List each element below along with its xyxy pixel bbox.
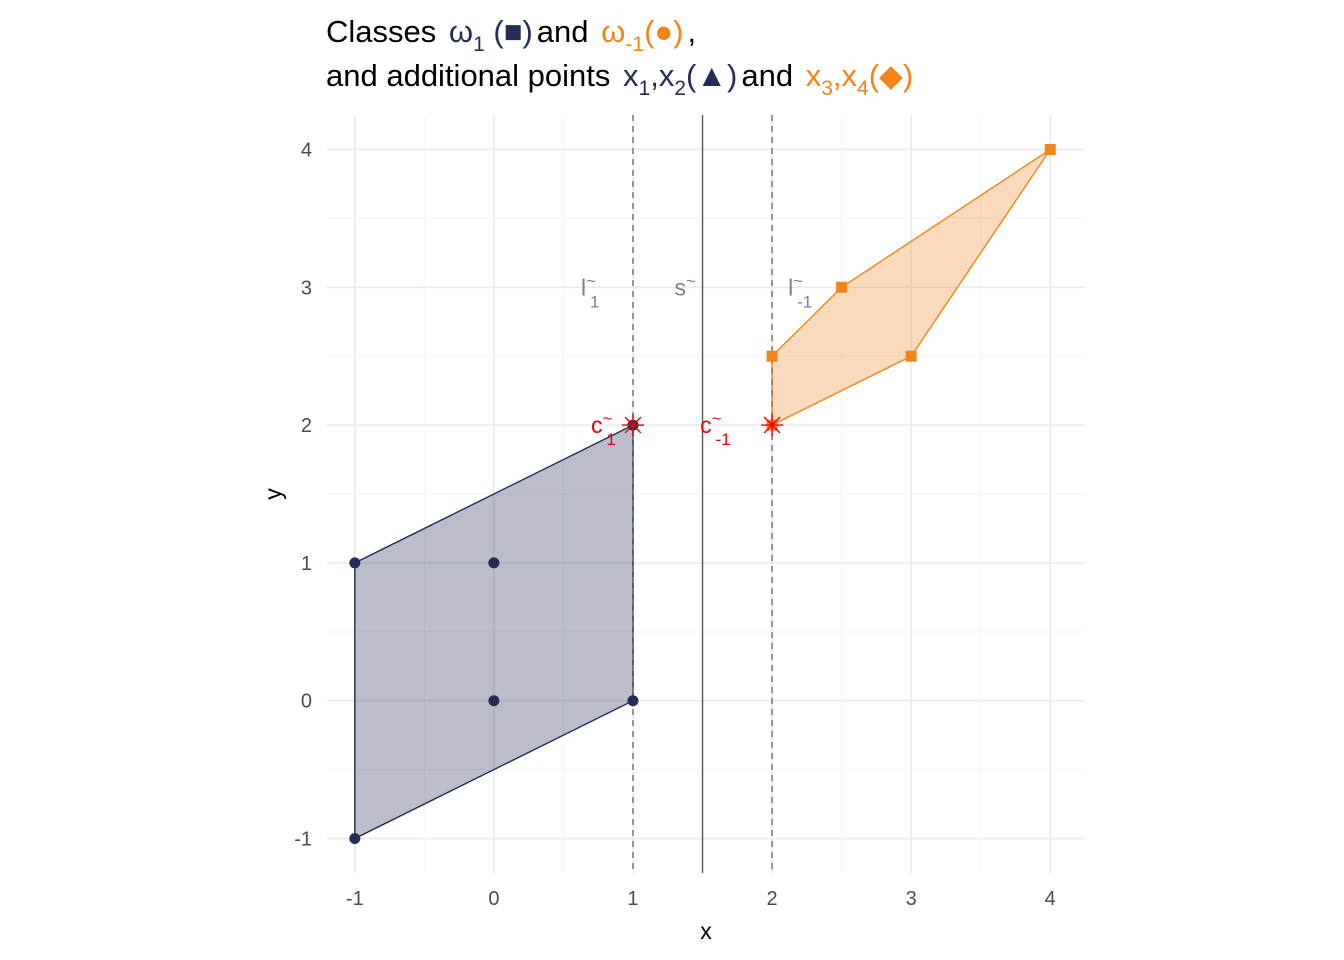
title-p2: x [658, 58, 675, 93]
title-line2-and: and [741, 58, 794, 93]
x-tick-label: 3 [906, 888, 917, 910]
x-axis-label: x [700, 918, 712, 944]
title-p4-subscript: 4 [857, 77, 869, 100]
title-line-1: Classes ω1 (■) and ω-1(●), [326, 10, 1326, 55]
x-tick-label: 1 [627, 888, 638, 910]
title-p3-subscript: 3 [821, 77, 833, 100]
title-class1-marker: (■) [493, 14, 533, 49]
title-p12-marker: (▲) [686, 58, 738, 93]
data-point [349, 833, 361, 845]
title-p1: x [623, 58, 639, 93]
title-p-comma: , [650, 58, 659, 93]
data-point [766, 350, 778, 362]
class-centers [621, 414, 784, 437]
title-line-2: and additional points x1,x2(▲) and x3,x4(… [326, 54, 1326, 99]
title-p-comma2: , [832, 58, 842, 93]
data-point [627, 695, 639, 707]
x-tick-label: 0 [488, 888, 499, 910]
center-label: c~ -1 [700, 409, 731, 449]
boundary-label: s~ [675, 271, 697, 300]
center-marker [621, 414, 644, 437]
data-point [836, 281, 848, 293]
tick-labels: -1 0 1 2 3 4 -1 0 1 2 3 4 [294, 139, 1056, 910]
x-tick-label: -1 [346, 888, 364, 910]
y-tick-label: -1 [294, 829, 312, 851]
title-class2-marker: (●) [644, 14, 684, 49]
title-p3: x [805, 58, 822, 93]
hull-polygon [771, 148, 1051, 427]
title-p2-subscript: 2 [674, 77, 687, 100]
title-class2: ω-1(●) [597, 14, 687, 55]
y-tick-label: 0 [301, 691, 312, 713]
title-comma: , [687, 14, 697, 49]
title-and: and [536, 14, 589, 49]
center-label: c~ 1 [591, 409, 616, 449]
title-prefix: Classes [326, 14, 437, 49]
center-marker [761, 414, 784, 437]
title-p1-subscript: 1 [638, 77, 651, 100]
title-class1: ω1 (■) [445, 14, 537, 55]
data-point [1044, 143, 1056, 155]
title-class1-symbol: ω [448, 14, 474, 49]
title-p4: x [841, 58, 858, 93]
y-tick-label: 3 [301, 277, 312, 299]
data-point [905, 350, 917, 362]
title-class2-symbol: ω [601, 14, 626, 49]
y-tick-label: 1 [301, 553, 312, 575]
data-point [349, 557, 361, 569]
title-points-12: x1,x2(▲) [619, 58, 741, 99]
x-tick-label: 4 [1045, 888, 1056, 910]
title-class1-subscript: 1 [473, 33, 485, 56]
chart-title: Classes ω1 (■) and ω-1(●), and additional… [326, 10, 1326, 99]
title-points-34: x3,x4(◆) [802, 58, 918, 99]
y-tick-label: 2 [301, 415, 312, 437]
boundary-label: l~ -1 [788, 271, 812, 311]
boundary-label: l~ 1 [581, 271, 600, 311]
x-tick-label: 2 [767, 888, 778, 910]
annotations: l~ 1 s~ l~ -1 c~ 1 c~ -1 [581, 271, 812, 449]
title-class2-subscript: -1 [625, 33, 645, 56]
title-line2-prefix: and additional points [326, 58, 611, 93]
y-axis-label: y [260, 488, 286, 500]
y-tick-label: 4 [301, 139, 312, 161]
title-p34-marker: (◆) [868, 58, 914, 93]
boundary-lines [632, 115, 773, 873]
data-point [488, 695, 500, 707]
data-point [488, 557, 500, 569]
